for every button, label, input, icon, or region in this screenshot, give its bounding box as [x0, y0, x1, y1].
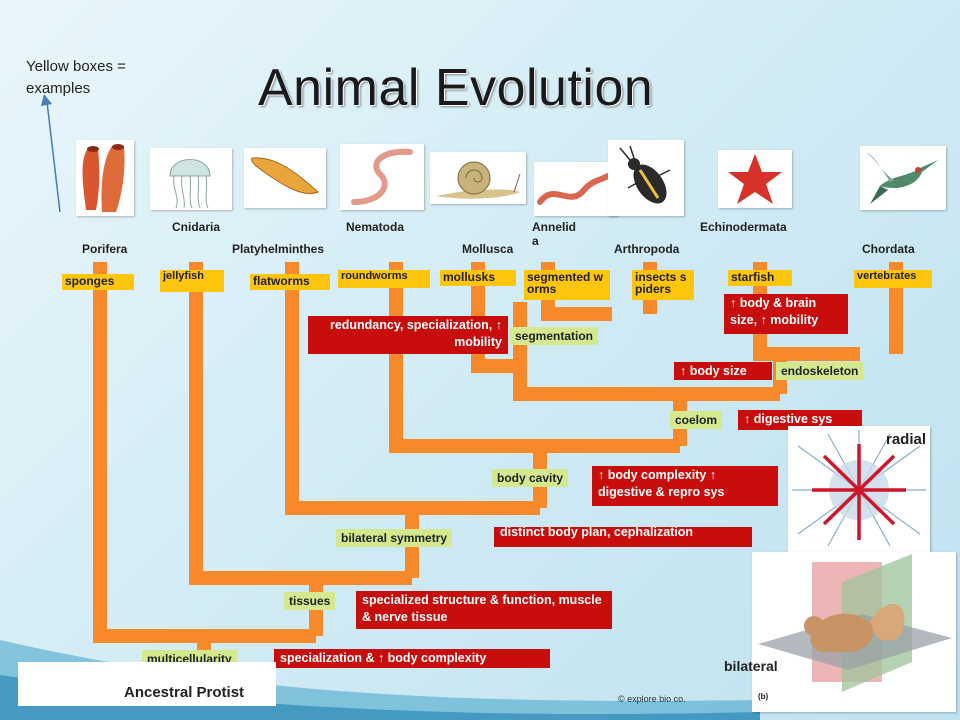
phylum-arthropoda: Arthropoda: [614, 242, 680, 256]
beetle-icon: [619, 145, 671, 204]
trait-body-size: ↑ body size: [674, 362, 772, 380]
phylum-annelida: Annelida: [532, 220, 576, 248]
sponge-icon: [82, 144, 125, 212]
phylum-nematoda: Nematoda: [346, 220, 405, 234]
advantage-distinct-body-plan: distinct body plan, cephalization: [494, 527, 752, 547]
phylum-echinodermata: Echinodermata: [700, 220, 787, 234]
ancestral-protist-label: Ancestral Protist: [124, 684, 245, 701]
trait-tissues: tissues: [284, 592, 336, 610]
legend-note-line-2: examples: [26, 80, 91, 97]
advantage-specialization: specialization & ↑ body complexity: [274, 649, 550, 668]
trait-endoskeleton: endoskeleton: [776, 362, 864, 380]
bilateral-label: bilateral: [724, 658, 778, 674]
phylum-chordata: Chordata: [862, 242, 915, 256]
phylum-platyhelminthes: Platyhelminthes: [232, 242, 325, 256]
page-title: Animal Evolution: [258, 59, 654, 117]
trait-coelom: coelom: [670, 411, 723, 429]
snail-icon: [436, 161, 521, 199]
advantage-digestive-sys: ↑ digestive sys: [738, 410, 862, 430]
advantage-redundancy: redundancy, specialization, ↑ mobility: [308, 316, 508, 354]
radial-label: radial: [886, 431, 927, 448]
phylum-cnidaria: Cnidaria: [172, 220, 221, 234]
advantage-brain-size: ↑ body & brain size, ↑ mobility: [724, 294, 848, 334]
squirrel-planes-icon: [758, 554, 952, 692]
bilateral-picture: [752, 552, 956, 712]
starfish-icon: [728, 154, 782, 204]
legend-note-line-1: Yellow boxes =: [26, 58, 126, 75]
ancestral-box: [18, 662, 276, 706]
flatworm-icon: [251, 157, 319, 194]
hummingbird-picture: [860, 146, 946, 210]
example-vertebrates: vertebrates: [854, 270, 932, 288]
radial-picture: [788, 426, 930, 554]
sea-urchin-icon: [792, 430, 926, 547]
example-mollusks: mollusks: [440, 270, 516, 286]
figure-label: (b): [758, 692, 769, 701]
roundworm-picture: [340, 144, 424, 210]
example-sponges: sponges: [62, 274, 134, 290]
arrow-icon: [41, 94, 61, 213]
advantage-body-complexity: ↑ body complexity ↑ digestive & repro sy…: [592, 466, 778, 506]
example-flatworms: flatworms: [250, 274, 330, 290]
legend-note: Yellow boxes = examples: [26, 56, 126, 100]
roundworm-icon: [351, 148, 413, 205]
example-jellyfish: jellyfish: [160, 270, 224, 292]
trait-body-cavity: body cavity: [492, 469, 569, 487]
trait-bilateral-symmetry: bilateral symmetry: [336, 529, 453, 547]
trait-segmentation: segmentation: [510, 327, 599, 345]
beetle-picture: [608, 140, 684, 216]
advantage-specialized-structure: specialized structure & function, muscle…: [356, 591, 612, 629]
phylum-porifera: Porifera: [82, 242, 128, 256]
earthworm-picture: [534, 162, 618, 216]
hummingbird-icon: [866, 152, 938, 204]
flatworm-picture: [244, 148, 326, 208]
example-starfish: starfish: [728, 270, 792, 286]
starfish-picture: [718, 150, 792, 208]
example-roundworms: roundworms: [338, 270, 430, 288]
example-segmented-worms: segmented worms: [524, 270, 610, 300]
snail-picture: [430, 152, 526, 204]
earthworm-icon: [537, 169, 617, 205]
sponge-picture: [76, 140, 134, 216]
phylum-mollusca: Mollusca: [462, 242, 514, 256]
example-insects-spiders: insects spiders: [632, 270, 694, 300]
jellyfish-icon: [169, 159, 211, 209]
jellyfish-picture: [150, 148, 232, 210]
copyright: © explore bio co.: [618, 694, 686, 704]
